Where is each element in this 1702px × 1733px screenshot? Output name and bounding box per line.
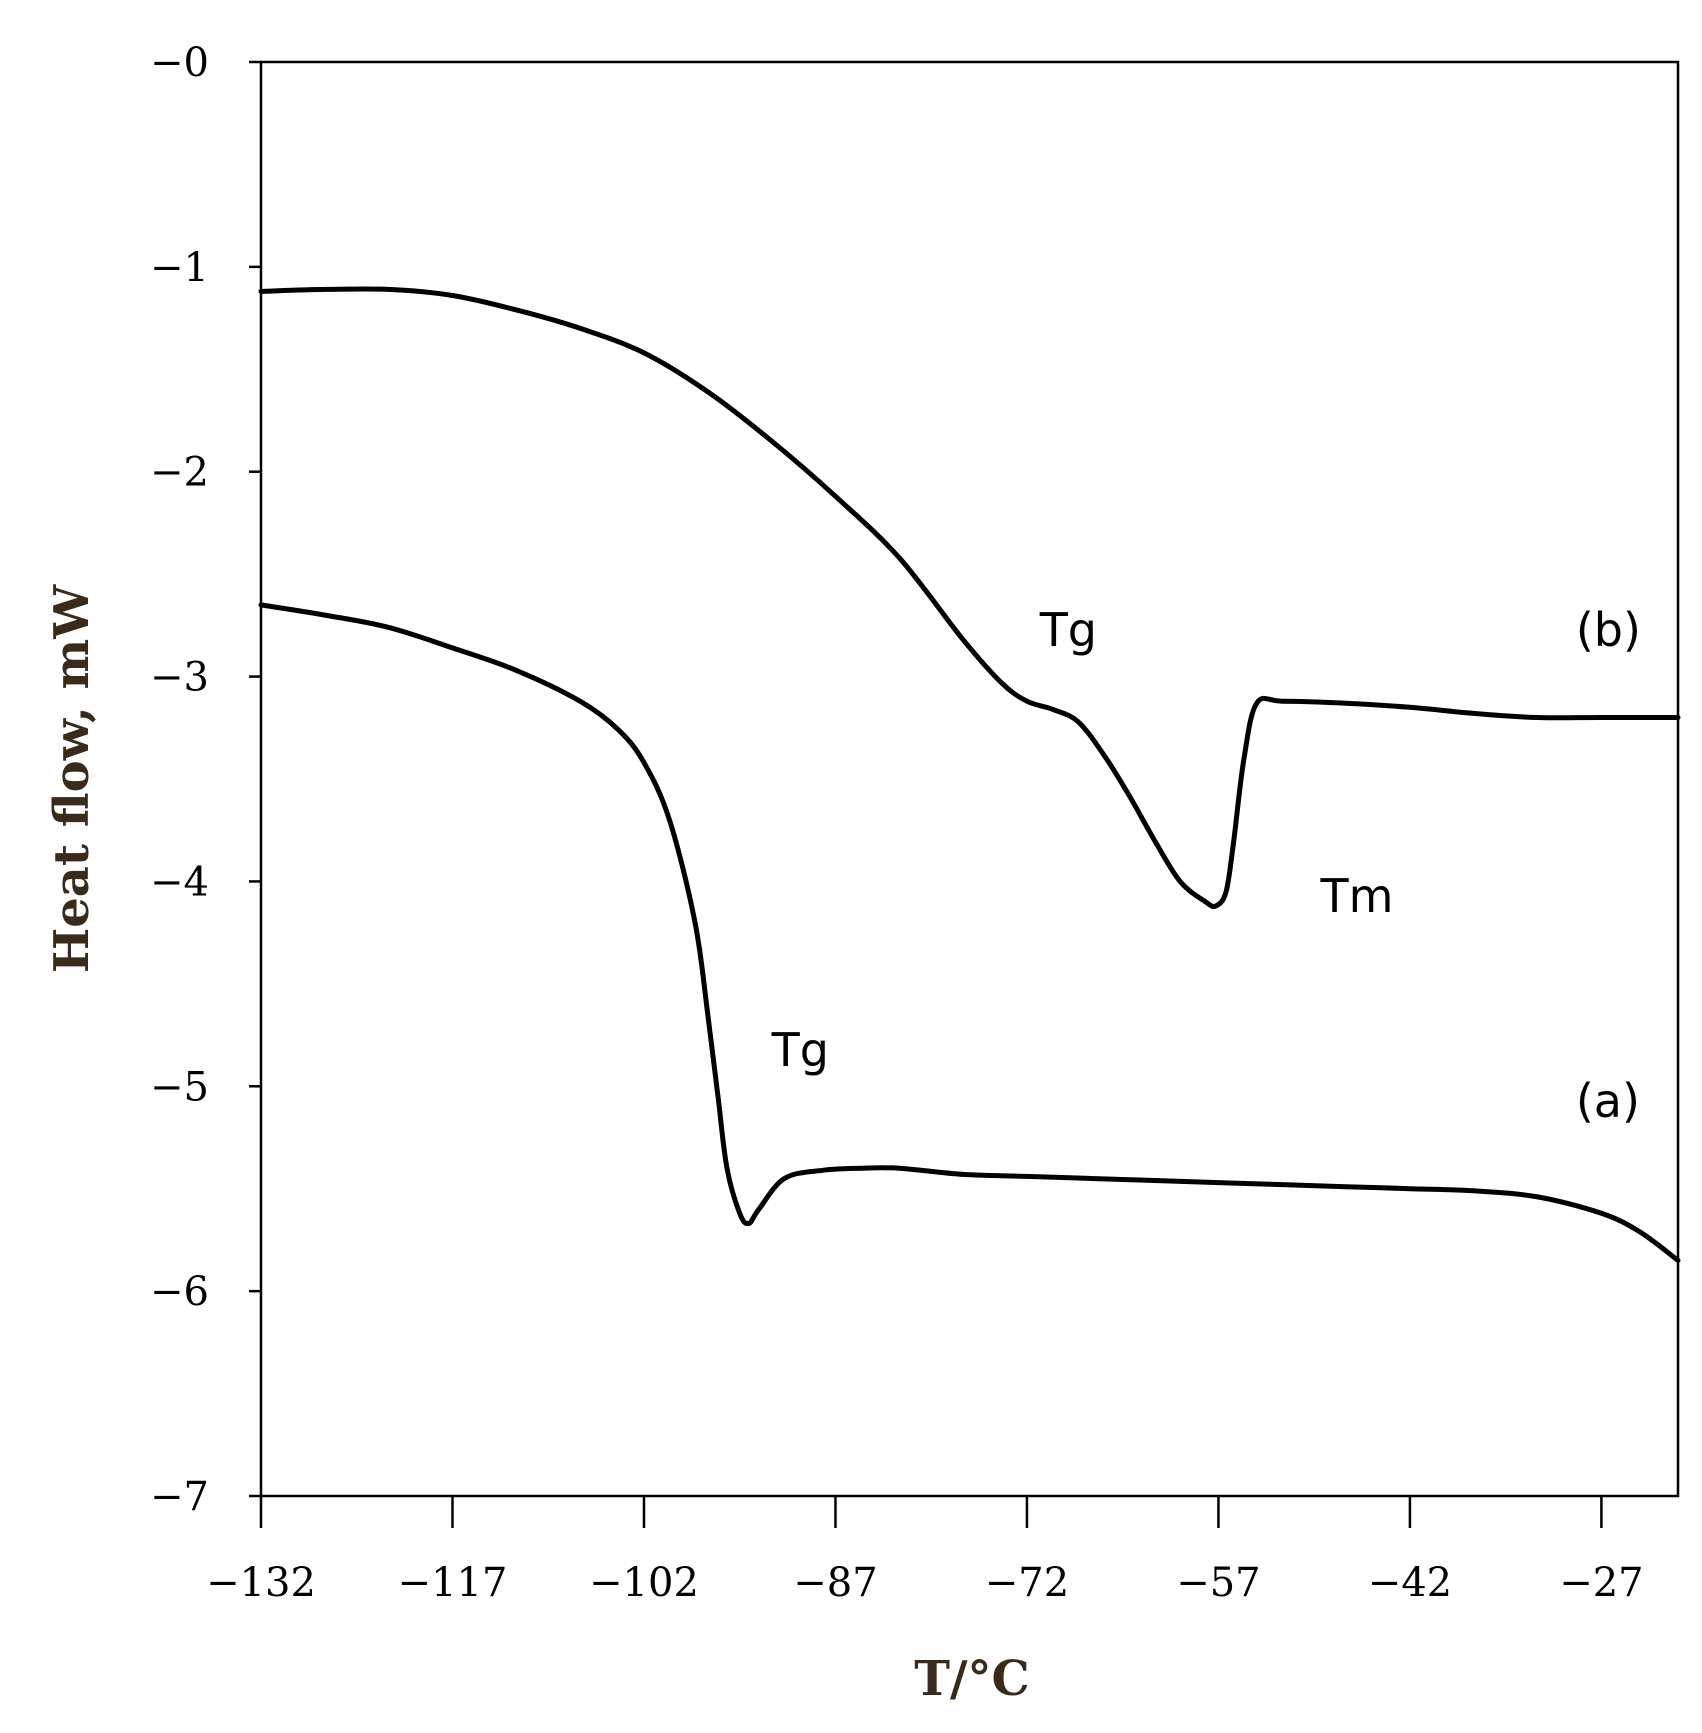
x-tick-label: −42: [1368, 1560, 1452, 1606]
series-group: [258, 286, 1681, 1263]
x-tick-label: −87: [793, 1560, 877, 1606]
series-line-a: [258, 602, 1681, 1263]
y-tick-label: −1: [150, 245, 209, 291]
annotation-tg: Tg: [1039, 603, 1097, 657]
annotation-a: (a): [1576, 1074, 1640, 1128]
y-tick-label: −5: [150, 1064, 209, 1110]
annotation-tg: Tg: [771, 1023, 829, 1077]
x-tick-label: −57: [1176, 1560, 1260, 1606]
annotation-group: Tg (b) Tm Tg (a): [771, 603, 1641, 1128]
y-tick-label: −4: [150, 859, 209, 905]
series-line-b: [258, 286, 1681, 910]
annotation-b: (b): [1576, 603, 1641, 657]
y-tick-label: −6: [150, 1269, 209, 1315]
y-tick-label: −0: [150, 40, 209, 86]
x-axis: −132 −117 −102 −87 −72 −57 −42 −27: [206, 1496, 1644, 1606]
x-tick-label: −72: [985, 1560, 1069, 1606]
y-axis-label: Heat flow, mW: [44, 584, 100, 973]
y-tick-label: −3: [150, 655, 209, 701]
y-tick-label: −7: [150, 1474, 209, 1520]
x-tick-label: −132: [206, 1560, 316, 1606]
x-tick-label: −27: [1559, 1560, 1643, 1606]
x-axis-label: T/°C: [914, 1651, 1029, 1707]
x-tick-label: −102: [589, 1560, 699, 1606]
x-tick-label: −117: [398, 1560, 508, 1606]
y-tick-label: −2: [150, 450, 209, 496]
y-axis: −0 −1 −2 −3 −4 −5 −6 −7: [150, 40, 261, 1520]
annotation-tm: Tm: [1320, 869, 1394, 923]
plot-frame: [259, 60, 1680, 1498]
